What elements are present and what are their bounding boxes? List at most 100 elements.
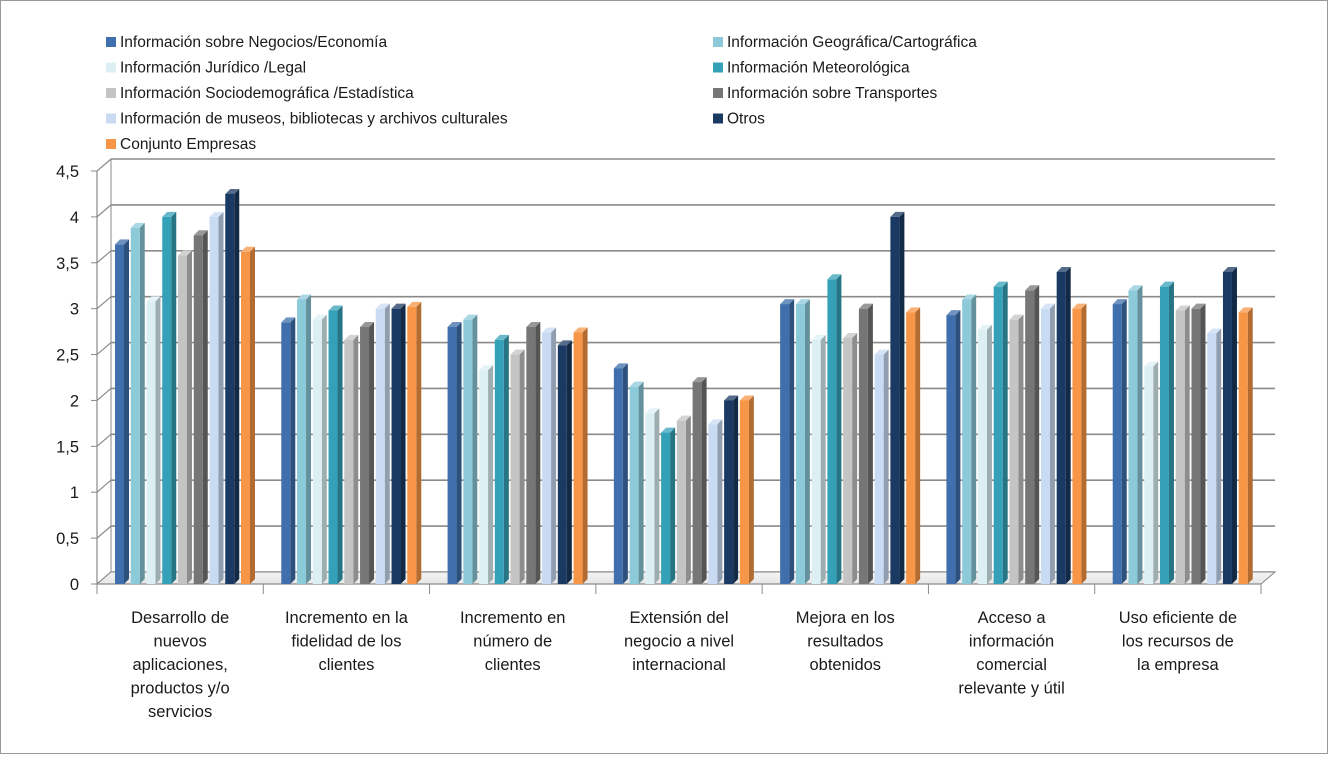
bar-side xyxy=(1121,299,1127,584)
legend-label: Información Meteorológica xyxy=(727,60,910,77)
bar xyxy=(1056,271,1066,584)
bar-side xyxy=(171,211,177,584)
bar-top xyxy=(344,334,359,340)
bar-side xyxy=(1231,266,1237,584)
y-tick-label: 3 xyxy=(70,301,79,319)
bar-top xyxy=(795,299,810,305)
bar-top xyxy=(780,299,795,305)
bar-side xyxy=(733,395,739,584)
bar-side xyxy=(1200,303,1206,584)
bar xyxy=(494,339,504,584)
bar xyxy=(447,327,457,584)
bar-top xyxy=(391,303,406,309)
y-tick-label: 1,5 xyxy=(56,438,79,456)
bar-side xyxy=(1153,361,1159,584)
bar-top xyxy=(130,222,145,228)
bar xyxy=(645,413,655,584)
bar-side xyxy=(384,303,390,584)
bar xyxy=(811,339,821,584)
bar xyxy=(827,279,837,584)
bar-side xyxy=(915,307,921,584)
side-gridline xyxy=(96,387,112,401)
bar xyxy=(557,345,567,584)
bar-side xyxy=(685,415,691,584)
bar-top xyxy=(1040,303,1055,309)
bar xyxy=(542,332,552,584)
bar-top xyxy=(1112,299,1127,305)
bar-side xyxy=(1034,285,1040,584)
legend-swatch xyxy=(106,62,116,73)
bar-side xyxy=(290,317,296,584)
side-gridline xyxy=(96,433,112,447)
bar-top xyxy=(827,274,842,280)
bar-side xyxy=(218,211,224,584)
x-tick-labels: Desarrollo de nuevos aplicaciones, producto… xyxy=(131,609,1237,721)
bar-top xyxy=(312,314,327,320)
legend-label: Información sobre Negocios/Economía xyxy=(120,34,387,51)
legend-swatch xyxy=(106,88,116,98)
bar-top xyxy=(479,365,494,371)
bar-top xyxy=(241,246,255,252)
bar-top xyxy=(993,281,1008,287)
bar-top xyxy=(162,211,177,217)
bar-side xyxy=(353,334,359,584)
bar-top xyxy=(463,314,478,320)
bar-side xyxy=(622,363,628,584)
bar-top xyxy=(843,333,858,339)
x-tick-label: Incremento en número de clientes xyxy=(460,609,565,674)
bar-top xyxy=(629,381,644,387)
bar-side xyxy=(1184,305,1190,584)
bar-side xyxy=(804,299,810,584)
bar-top xyxy=(146,296,161,302)
legend: Información sobre Negocios/Economía Infor… xyxy=(106,34,977,153)
bar-side xyxy=(337,305,343,584)
y-tick-label: 4,5 xyxy=(56,163,79,181)
legend-label: Conjunto Empresas xyxy=(120,136,256,153)
bar xyxy=(676,420,686,584)
bar xyxy=(1040,308,1050,584)
bar xyxy=(573,332,583,584)
legend-label: Información de museos, bibliotecas y arc… xyxy=(120,111,508,128)
bar xyxy=(890,216,900,584)
bar xyxy=(526,327,536,584)
side-gridline xyxy=(96,525,112,539)
bar-top xyxy=(557,340,572,346)
bar-top xyxy=(1238,307,1253,313)
bar-top xyxy=(360,322,375,328)
bar xyxy=(1207,333,1217,584)
bar-top xyxy=(946,310,961,316)
bar xyxy=(874,354,884,584)
y-tick-label: 2 xyxy=(70,392,79,410)
bar xyxy=(1191,308,1201,584)
bar-side xyxy=(535,322,541,584)
legend-swatch xyxy=(713,62,723,73)
bar-top xyxy=(890,211,905,217)
bar xyxy=(328,310,338,584)
x-tick-label: Incremento en la fidelidad de los clientes xyxy=(285,609,409,674)
bar-side xyxy=(955,310,961,584)
bar xyxy=(297,299,307,584)
bar-top xyxy=(708,419,723,425)
bar-side xyxy=(234,188,240,584)
bar-side xyxy=(638,381,644,584)
side-gridline xyxy=(96,342,112,356)
bar-side xyxy=(1049,303,1055,584)
bar-side xyxy=(899,211,905,584)
bar xyxy=(962,299,972,584)
bar-top xyxy=(447,322,462,328)
bar xyxy=(1159,286,1169,584)
y-tick-label: 2,5 xyxy=(56,347,79,365)
bar-side xyxy=(1081,303,1087,584)
bar-top xyxy=(178,250,192,256)
bar xyxy=(241,251,250,584)
x-tick-label: Uso eficiente de los recursos de la empres… xyxy=(1119,609,1237,674)
bars xyxy=(115,188,1253,585)
bar-side xyxy=(670,427,676,584)
bar xyxy=(1222,271,1232,584)
bar-top xyxy=(692,377,707,383)
bar-top xyxy=(1222,266,1237,272)
bar-side xyxy=(1018,314,1024,584)
bar-top xyxy=(375,303,390,309)
bar-side xyxy=(820,334,826,584)
bar-side xyxy=(852,333,858,584)
